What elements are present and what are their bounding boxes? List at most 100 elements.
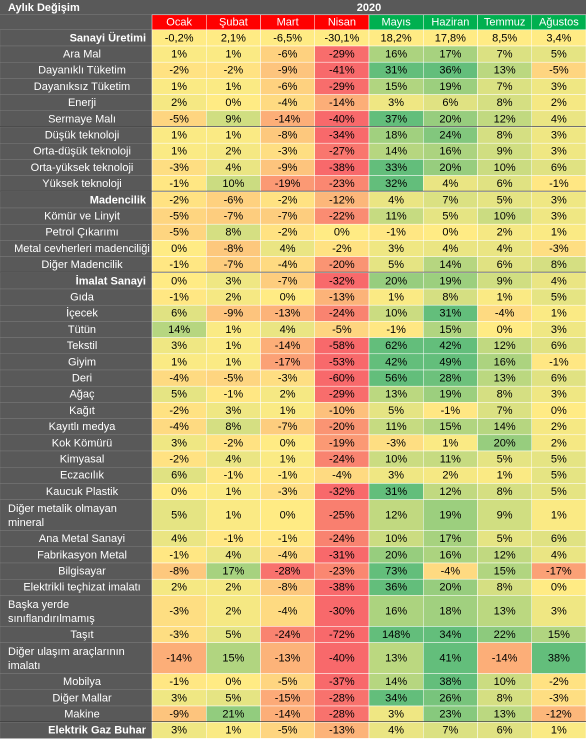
heatmap-cell xyxy=(260,642,315,674)
cell-value: 13% xyxy=(494,709,516,721)
heatmap-cell xyxy=(206,499,261,531)
cell-value: 14% xyxy=(385,146,407,158)
cell-value: 3% xyxy=(551,324,567,336)
cell-value: 12% xyxy=(494,340,516,352)
cell-value: 3% xyxy=(171,725,187,737)
cell-value: 3% xyxy=(225,405,241,417)
cell-value: 3% xyxy=(551,211,567,223)
year-label: 2020 xyxy=(357,2,381,14)
cell-value: 4% xyxy=(551,549,567,561)
cell-value: -40% xyxy=(329,653,355,665)
row-label: Enerji xyxy=(68,97,96,109)
cell-value: -6% xyxy=(278,49,298,61)
cell-value: 3% xyxy=(171,340,187,352)
cell-value: -2% xyxy=(224,437,244,449)
cell-value: -28% xyxy=(275,566,301,578)
cell-value: 38% xyxy=(548,653,570,665)
cell-value: 12% xyxy=(439,486,461,498)
cell-value: -1% xyxy=(169,178,189,190)
row-label: Kok Kömürü xyxy=(52,437,113,449)
cell-value: 32% xyxy=(385,178,407,190)
cell-value: -2% xyxy=(224,65,244,77)
cell-value: -28% xyxy=(329,692,355,704)
cell-value: -6,5% xyxy=(273,32,302,44)
cell-value: 14% xyxy=(439,259,461,271)
cell-value: -14% xyxy=(275,113,301,125)
cell-value: -3% xyxy=(169,629,189,641)
cell-value: -3% xyxy=(386,437,406,449)
cell-value: 5% xyxy=(551,292,567,304)
cell-value: 15% xyxy=(385,81,407,93)
cell-value: -5% xyxy=(169,227,189,239)
cell-value: 42% xyxy=(385,356,407,368)
cell-value: 6% xyxy=(497,259,513,271)
cell-value: 17% xyxy=(222,566,244,578)
cell-value: 5% xyxy=(551,49,567,61)
cell-value: 13% xyxy=(385,653,407,665)
cell-value: 17% xyxy=(439,533,461,545)
row-label: Petrol Çıkarımı xyxy=(45,227,118,239)
cell-value: -1% xyxy=(386,324,406,336)
cell-value: 1% xyxy=(225,340,241,352)
cell-value: 3% xyxy=(225,275,241,287)
cell-value: 2% xyxy=(442,470,458,482)
row-label: Kimyasal xyxy=(60,454,105,466)
cell-value: 2% xyxy=(497,227,513,239)
cell-value: 1% xyxy=(171,81,187,93)
cell-value: 1% xyxy=(551,308,567,320)
cell-value: 34% xyxy=(439,629,461,641)
cell-value: -2% xyxy=(169,454,189,466)
cell-value: 16% xyxy=(494,356,516,368)
cell-value: 10% xyxy=(494,211,516,223)
cell-value: 31% xyxy=(439,308,461,320)
row-label: Taşıt xyxy=(70,629,93,641)
cell-value: 33% xyxy=(385,162,407,174)
cell-value: 0% xyxy=(280,292,296,304)
cell-value: -5% xyxy=(169,211,189,223)
cell-value: 148% xyxy=(382,629,410,641)
cell-value: 31% xyxy=(385,65,407,77)
cell-value: 6% xyxy=(497,725,513,737)
cell-value: -4% xyxy=(169,421,189,433)
column-header: Mart xyxy=(277,17,299,29)
cell-value: 22% xyxy=(494,629,516,641)
cell-value: -5% xyxy=(332,324,352,336)
cell-value: 4% xyxy=(551,275,567,287)
cell-value: -20% xyxy=(329,259,355,271)
cell-value: -5% xyxy=(224,373,244,385)
cell-value: 20% xyxy=(439,162,461,174)
cell-value: 1% xyxy=(171,146,187,158)
column-header: Ocak xyxy=(166,17,192,29)
cell-value: 8% xyxy=(442,292,458,304)
cell-value: 14% xyxy=(494,421,516,433)
cell-value: -3% xyxy=(549,692,569,704)
cell-value: 11% xyxy=(386,421,407,433)
cell-value: -7% xyxy=(224,259,244,271)
heatmap-cell xyxy=(314,499,370,531)
row-label: Sermaye Malı xyxy=(48,113,116,125)
cell-value: 36% xyxy=(439,65,461,77)
cell-value: -15% xyxy=(275,692,301,704)
cell-value: 62% xyxy=(385,340,407,352)
cell-value: 3% xyxy=(388,470,404,482)
cell-value: 10% xyxy=(494,676,516,688)
cell-value: 1% xyxy=(551,725,567,737)
row-label: Giyim xyxy=(68,356,96,368)
cell-value: 36% xyxy=(385,582,407,594)
cell-value: -8% xyxy=(278,130,298,142)
heatmap-cell xyxy=(423,499,478,531)
cell-value: 0% xyxy=(225,97,241,109)
cell-value: 0% xyxy=(280,510,296,522)
cell-value: 4% xyxy=(225,454,241,466)
cell-value: -2% xyxy=(278,194,298,206)
cell-value: 0% xyxy=(334,227,350,239)
row-label: Dayanıklı Tüketim xyxy=(38,65,126,77)
cell-value: 2% xyxy=(225,582,241,594)
cell-value: -27% xyxy=(329,146,355,158)
cell-value: 5% xyxy=(225,629,241,641)
cell-value: -4% xyxy=(332,470,352,482)
cell-value: 0% xyxy=(171,275,187,287)
cell-value: 1% xyxy=(171,130,187,142)
cell-value: 5% xyxy=(171,510,187,522)
cell-value: 26% xyxy=(439,692,461,704)
